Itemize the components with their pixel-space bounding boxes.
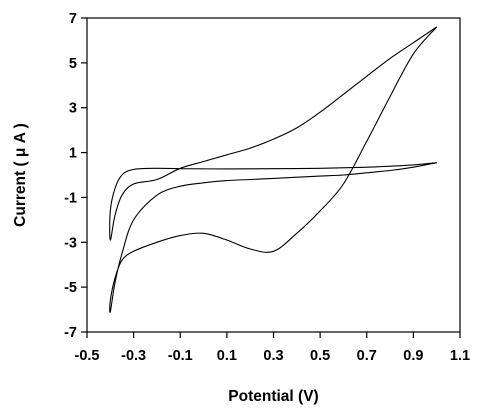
x-tick-label: 0.9 [403,348,423,364]
x-axis-ticks: -0.5 -0.3 -0.1 0.1 0.3 0.5 0.7 0.9 1.1 [75,332,470,364]
cv-curve-1 [109,26,438,241]
cv-curve-2 [109,26,438,313]
x-tick-label: -0.1 [168,348,193,364]
x-tick-label: 0.7 [357,348,377,364]
x-tick-label: 0.1 [217,348,237,364]
x-tick-label: 0.3 [263,348,283,364]
y-axis-ticks: -7 -5 -3 -1 1 3 5 7 [64,11,87,341]
plot-frame [86,17,461,333]
y-tick-label: -5 [64,280,77,296]
x-axis-title: Potential (V) [228,388,318,405]
y-tick-label: -1 [64,190,77,206]
x-tick-label: 1.1 [450,348,470,364]
y-tick-label: 1 [69,146,77,162]
x-tick-label: 0.5 [310,348,330,364]
cv-curves [109,26,438,313]
y-tick-label: 5 [69,56,77,72]
y-tick-label: -3 [64,235,77,251]
x-tick-label: -0.5 [75,348,100,364]
y-tick-label: -7 [64,325,77,341]
x-tick-label: -0.3 [121,348,146,364]
y-tick-label: 7 [69,11,77,27]
y-tick-label: 3 [69,101,77,117]
y-axis-title: Current ( μ A ) [12,123,29,227]
